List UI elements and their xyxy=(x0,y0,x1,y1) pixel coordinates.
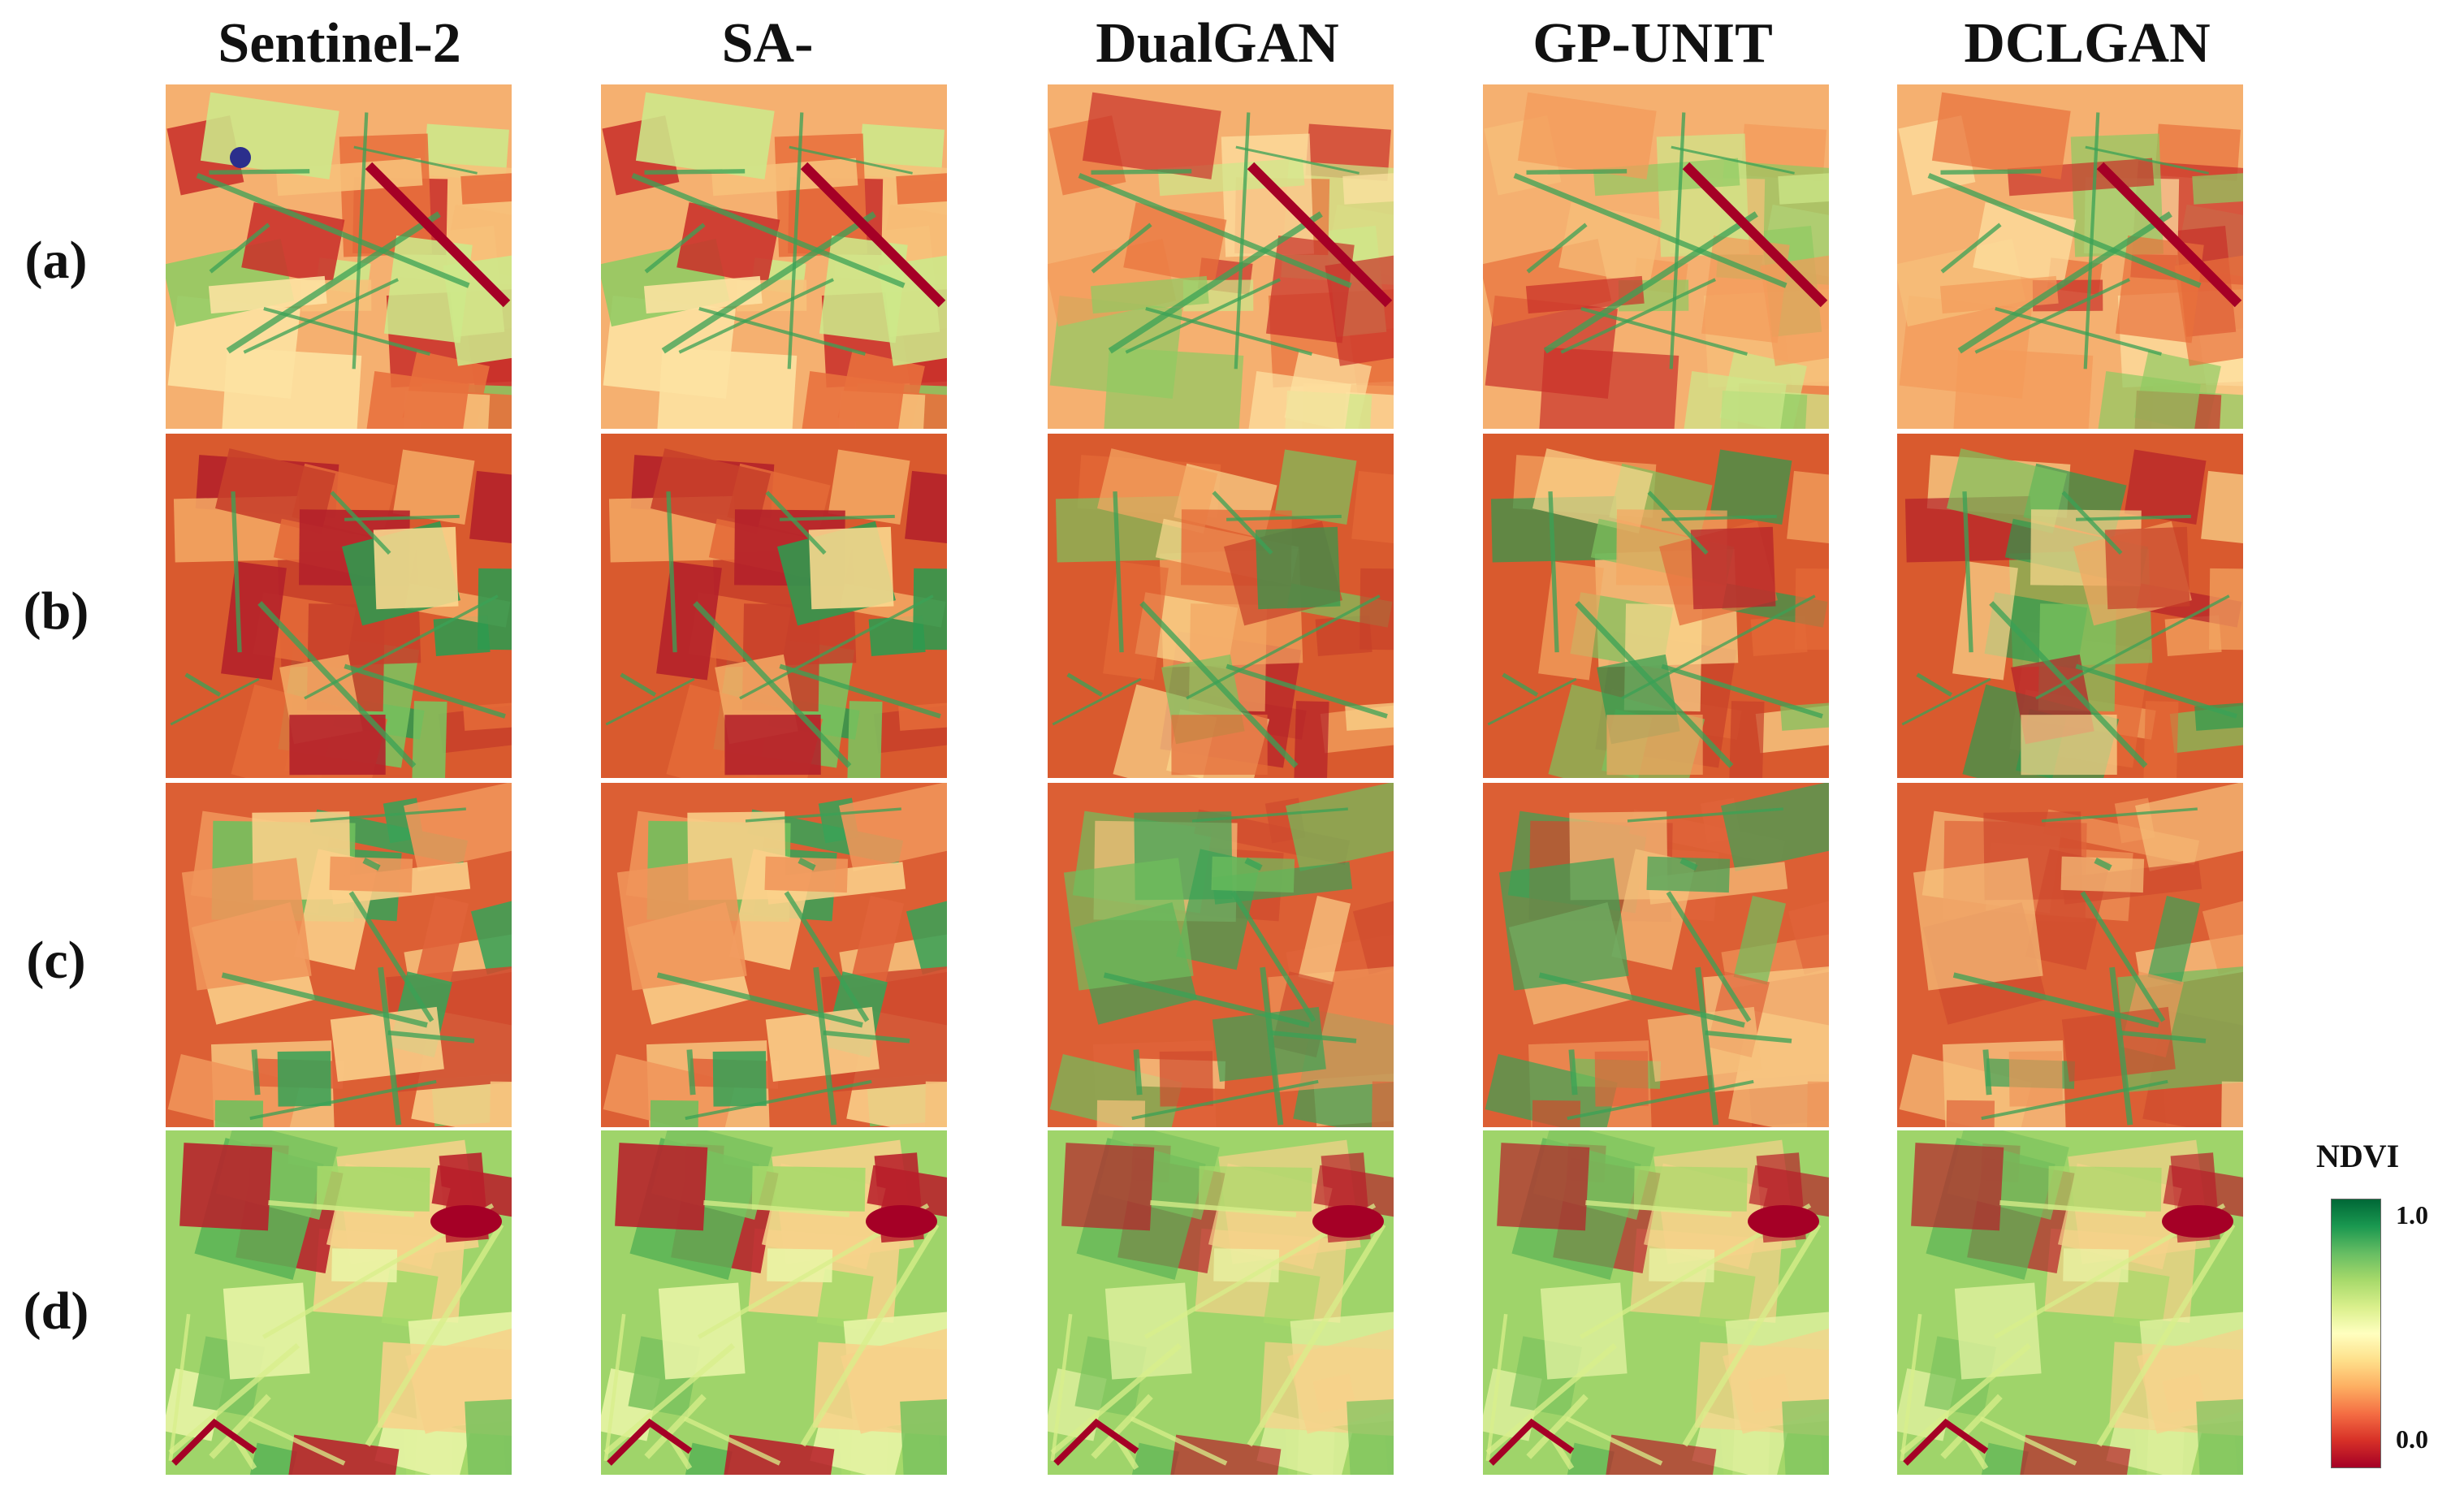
ndvi-tile-c-sa-cyclegan xyxy=(601,783,947,1127)
ndvi-tile-d-sa-cyclegan xyxy=(601,1130,947,1475)
column-title-sa-cyclegan: SA-CycleGAN xyxy=(637,12,899,140)
ndvi-tile-b-gp-unit xyxy=(1483,434,1829,778)
column-title-dclgan: DCLGAN xyxy=(1964,12,2211,75)
column-title-dualgan: DualGAN xyxy=(1096,12,1339,75)
ndvi-tile-a-dualgan xyxy=(1048,84,1394,429)
ndvi-tile-a-sentinel2 xyxy=(166,84,512,429)
sample-point-marker xyxy=(230,147,251,168)
ndvi-tile-d-dclgan xyxy=(1897,1130,2243,1475)
ndvi-tile-d-sentinel2 xyxy=(166,1130,512,1475)
row-label-d: (d) xyxy=(23,1281,89,1341)
ndvi-tile-d-dualgan xyxy=(1048,1130,1394,1475)
column-title-sentinel2: Sentinel-2 xyxy=(218,12,461,75)
column-title-gp-unit: GP-UNIT xyxy=(1532,12,1773,75)
legend-min-label: 0.0 xyxy=(2396,1424,2428,1454)
ndvi-tile-c-gp-unit xyxy=(1483,783,1829,1127)
ndvi-tile-b-sentinel2 xyxy=(166,434,512,778)
row-label-b: (b) xyxy=(23,581,89,641)
row-label-c: (c) xyxy=(26,931,86,990)
ndvi-tile-a-sa-cyclegan xyxy=(601,84,947,429)
ndvi-tile-c-sentinel2 xyxy=(166,783,512,1127)
legend-max-label: 1.0 xyxy=(2396,1200,2428,1230)
ndvi-tile-b-dualgan xyxy=(1048,434,1394,778)
ndvi-tile-a-gp-unit xyxy=(1483,84,1829,429)
row-label-a: (a) xyxy=(24,231,88,290)
ndvi-colorbar xyxy=(2331,1199,2381,1468)
ndvi-tile-c-dclgan xyxy=(1897,783,2243,1127)
legend-title: NDVI xyxy=(2316,1138,2400,1174)
ndvi-tile-b-dclgan xyxy=(1897,434,2243,778)
ndvi-tile-b-sa-cyclegan xyxy=(601,434,947,778)
ndvi-tile-d-gp-unit xyxy=(1483,1130,1829,1475)
ndvi-tile-a-dclgan xyxy=(1897,84,2243,429)
ndvi-tile-c-dualgan xyxy=(1048,783,1394,1127)
